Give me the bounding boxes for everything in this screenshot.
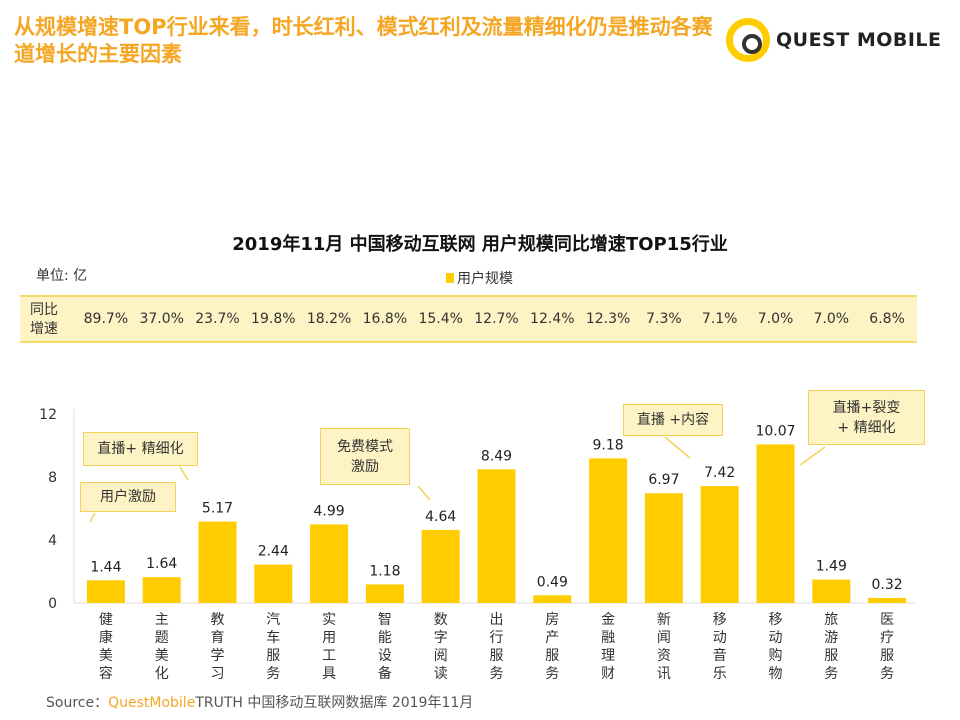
annotation-box: 用户激励 bbox=[80, 482, 176, 512]
growth-value: 37.0% bbox=[139, 311, 184, 327]
data-label: 1.44 bbox=[90, 559, 121, 575]
x-tick-label: 移动音乐 bbox=[713, 612, 727, 682]
growth-value: 23.7% bbox=[195, 311, 240, 327]
bar bbox=[700, 486, 739, 603]
data-label: 1.64 bbox=[146, 556, 177, 572]
bar bbox=[310, 524, 349, 603]
bar bbox=[812, 579, 851, 603]
annotation-box: 直播+裂变 + 精细化 bbox=[808, 390, 925, 445]
chart-title: 2019年11月 中国移动互联网 用户规模同比增速TOP15行业 bbox=[232, 234, 728, 255]
bar bbox=[644, 493, 683, 603]
y-tick-label: 8 bbox=[48, 470, 57, 486]
data-label: 4.99 bbox=[314, 503, 345, 519]
data-label: 0.32 bbox=[872, 577, 903, 593]
growth-value: 7.3% bbox=[646, 311, 682, 327]
annotation-box: 免费模式 激励 bbox=[320, 428, 410, 485]
source-brand: QuestMobile bbox=[108, 695, 196, 711]
growth-value: 15.4% bbox=[418, 311, 463, 327]
growth-value: 12.3% bbox=[585, 311, 631, 327]
x-tick-label: 房产服务 bbox=[545, 612, 559, 682]
growth-value: 18.2% bbox=[306, 311, 352, 327]
annotation-connector bbox=[417, 485, 431, 501]
x-tick-label: 实用工具 bbox=[322, 612, 336, 682]
x-tick-label: 金融理财 bbox=[601, 612, 615, 682]
bar bbox=[254, 564, 293, 603]
bar bbox=[142, 577, 181, 603]
growth-value: 89.7% bbox=[83, 311, 129, 327]
data-label: 9.18 bbox=[593, 437, 624, 453]
data-label: 0.49 bbox=[537, 574, 568, 590]
growth-value: 19.8% bbox=[251, 311, 296, 327]
growth-value: 12.4% bbox=[530, 311, 575, 327]
x-tick-label: 智能设备 bbox=[378, 612, 392, 682]
x-tick-label: 主题美化 bbox=[155, 612, 169, 682]
x-tick-label: 健康美容 bbox=[99, 612, 113, 682]
legend: 用户规模 bbox=[446, 268, 513, 288]
source: Source：QuestMobileTRUTH 中国移动互联网数据库 2019年… bbox=[46, 692, 473, 712]
logo-icon bbox=[726, 18, 770, 62]
logo: QUEST MOBILE bbox=[726, 18, 942, 62]
bar bbox=[533, 595, 572, 603]
bar bbox=[756, 444, 795, 603]
annotation-connector bbox=[664, 436, 691, 459]
growth-value: 7.0% bbox=[757, 311, 794, 327]
data-label: 6.97 bbox=[648, 472, 679, 488]
x-tick-label: 数字阅读 bbox=[434, 612, 448, 682]
growth-value: 7.1% bbox=[701, 311, 738, 327]
y-tick-label: 4 bbox=[48, 533, 57, 549]
annotation-connector bbox=[799, 446, 826, 466]
x-tick-label: 医疗服务 bbox=[880, 612, 894, 682]
bar bbox=[477, 469, 516, 603]
logo-text: QUEST MOBILE bbox=[776, 29, 942, 51]
data-label: 2.44 bbox=[258, 544, 289, 560]
data-label: 1.18 bbox=[369, 563, 400, 579]
bar bbox=[365, 584, 404, 603]
data-label: 4.64 bbox=[425, 509, 456, 525]
x-tick-label: 出行服务 bbox=[490, 612, 504, 682]
bar bbox=[421, 529, 460, 603]
growth-value: 12.7% bbox=[474, 311, 519, 327]
headline: 从规模增速TOP行业来看，时长红利、模式红利及流量精细化仍是推动各赛道增长的主要… bbox=[14, 15, 713, 66]
x-tick-label: 移动购物 bbox=[769, 612, 783, 682]
legend-swatch bbox=[446, 273, 454, 283]
x-tick-label: 新闻资讯 bbox=[657, 612, 671, 682]
growth-value: 6.8% bbox=[869, 311, 905, 327]
bar bbox=[589, 458, 628, 603]
source-prefix: Source： bbox=[46, 695, 109, 711]
data-label: 10.07 bbox=[755, 423, 795, 439]
annotation-box: 直播+ 精细化 bbox=[83, 432, 198, 466]
bar bbox=[868, 597, 907, 603]
annotation-box: 直播 +内容 bbox=[623, 404, 723, 436]
annotation-connector bbox=[179, 466, 189, 481]
growth-band: 同比 增速 89.7% 37.0% 23.7% 19.8% 18.2% 16.8% 15.4… bbox=[20, 295, 917, 343]
data-label: 7.42 bbox=[704, 465, 735, 481]
bar bbox=[198, 521, 237, 603]
data-label: 1.49 bbox=[816, 559, 847, 575]
growth-value: 7.0% bbox=[813, 311, 850, 327]
source-rest: TRUTH 中国移动互联网数据库 2019年11月 bbox=[195, 695, 474, 711]
x-tick-label: 教育学习 bbox=[211, 612, 225, 682]
data-label: 5.17 bbox=[202, 501, 233, 517]
unit-label: 单位: 亿 bbox=[36, 268, 88, 284]
growth-label: 同比 增速 bbox=[30, 302, 58, 337]
growth-value: 16.8% bbox=[362, 311, 408, 327]
x-tick-label: 汽车服务 bbox=[266, 612, 280, 682]
y-tick-label: 0 bbox=[48, 596, 57, 612]
x-tick-label: 旅游服务 bbox=[824, 612, 838, 682]
annotation-connector bbox=[89, 512, 96, 523]
data-label: 8.49 bbox=[481, 448, 512, 464]
y-tick-label: 12 bbox=[39, 407, 57, 423]
bar bbox=[86, 580, 125, 603]
legend-label: 用户规模 bbox=[457, 271, 513, 287]
